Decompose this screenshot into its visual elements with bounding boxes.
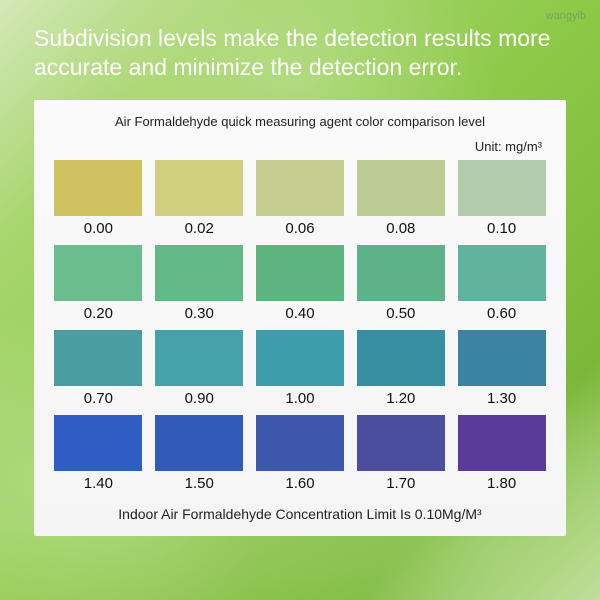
swatch-value-label: 0.20 xyxy=(84,305,113,322)
color-swatch xyxy=(357,160,445,216)
swatch-value-label: 0.08 xyxy=(386,220,415,237)
swatch-value-label: 1.30 xyxy=(487,390,516,407)
swatch-cell: 0.60 xyxy=(455,245,548,328)
color-swatch xyxy=(155,415,243,471)
swatch-value-label: 0.60 xyxy=(487,305,516,322)
color-swatch xyxy=(458,245,546,301)
color-swatch xyxy=(155,245,243,301)
swatch-cell: 0.40 xyxy=(254,245,347,328)
swatch-value-label: 1.80 xyxy=(487,475,516,492)
color-swatch xyxy=(54,415,142,471)
watermark: wangyib xyxy=(546,10,586,22)
swatch-cell: 0.06 xyxy=(254,160,347,243)
card-title: Air Formaldehyde quick measuring agent c… xyxy=(52,114,548,129)
swatch-value-label: 1.50 xyxy=(185,475,214,492)
card-footer: Indoor Air Formaldehyde Concentration Li… xyxy=(52,506,548,522)
swatch-value-label: 0.00 xyxy=(84,220,113,237)
swatch-cell: 1.00 xyxy=(254,330,347,413)
swatch-cell: 0.30 xyxy=(153,245,246,328)
swatch-cell: 0.70 xyxy=(52,330,145,413)
color-swatch xyxy=(256,160,344,216)
color-swatch xyxy=(256,330,344,386)
swatch-cell: 1.50 xyxy=(153,415,246,498)
swatch-value-label: 0.40 xyxy=(285,305,314,322)
swatch-cell: 0.90 xyxy=(153,330,246,413)
swatch-value-label: 0.02 xyxy=(185,220,214,237)
swatch-grid: 0.00 0.02 0.06 0.08 0.10 0.20 0.30 0.40 0.50 0.60… xyxy=(52,160,548,498)
color-swatch xyxy=(357,415,445,471)
swatch-value-label: 0.90 xyxy=(185,390,214,407)
color-swatch xyxy=(458,330,546,386)
swatch-value-label: 0.06 xyxy=(285,220,314,237)
swatch-cell: 0.10 xyxy=(455,160,548,243)
swatch-value-label: 1.60 xyxy=(285,475,314,492)
swatch-value-label: 1.40 xyxy=(84,475,113,492)
swatch-cell: 0.20 xyxy=(52,245,145,328)
swatch-cell: 1.70 xyxy=(354,415,447,498)
swatch-cell: 1.80 xyxy=(455,415,548,498)
color-swatch xyxy=(256,245,344,301)
swatch-value-label: 0.10 xyxy=(487,220,516,237)
swatch-cell: 1.20 xyxy=(354,330,447,413)
color-swatch xyxy=(357,245,445,301)
color-swatch xyxy=(155,330,243,386)
color-swatch xyxy=(458,415,546,471)
color-swatch xyxy=(54,245,142,301)
swatch-value-label: 0.70 xyxy=(84,390,113,407)
color-swatch xyxy=(357,330,445,386)
color-swatch xyxy=(54,330,142,386)
swatch-value-label: 1.00 xyxy=(285,390,314,407)
swatch-cell: 0.08 xyxy=(354,160,447,243)
swatch-value-label: 1.20 xyxy=(386,390,415,407)
unit-label: Unit: mg/m³ xyxy=(52,139,548,154)
swatch-value-label: 0.50 xyxy=(386,305,415,322)
swatch-cell: 0.50 xyxy=(354,245,447,328)
color-swatch xyxy=(155,160,243,216)
swatch-cell: 1.30 xyxy=(455,330,548,413)
swatch-cell: 1.60 xyxy=(254,415,347,498)
color-swatch xyxy=(54,160,142,216)
swatch-cell: 1.40 xyxy=(52,415,145,498)
swatch-cell: 0.02 xyxy=(153,160,246,243)
swatch-value-label: 1.70 xyxy=(386,475,415,492)
swatch-cell: 0.00 xyxy=(52,160,145,243)
color-swatch xyxy=(256,415,344,471)
color-chart-card: Air Formaldehyde quick measuring agent c… xyxy=(34,100,566,536)
header-text: Subdivision levels make the detection re… xyxy=(0,0,600,96)
color-swatch xyxy=(458,160,546,216)
swatch-value-label: 0.30 xyxy=(185,305,214,322)
